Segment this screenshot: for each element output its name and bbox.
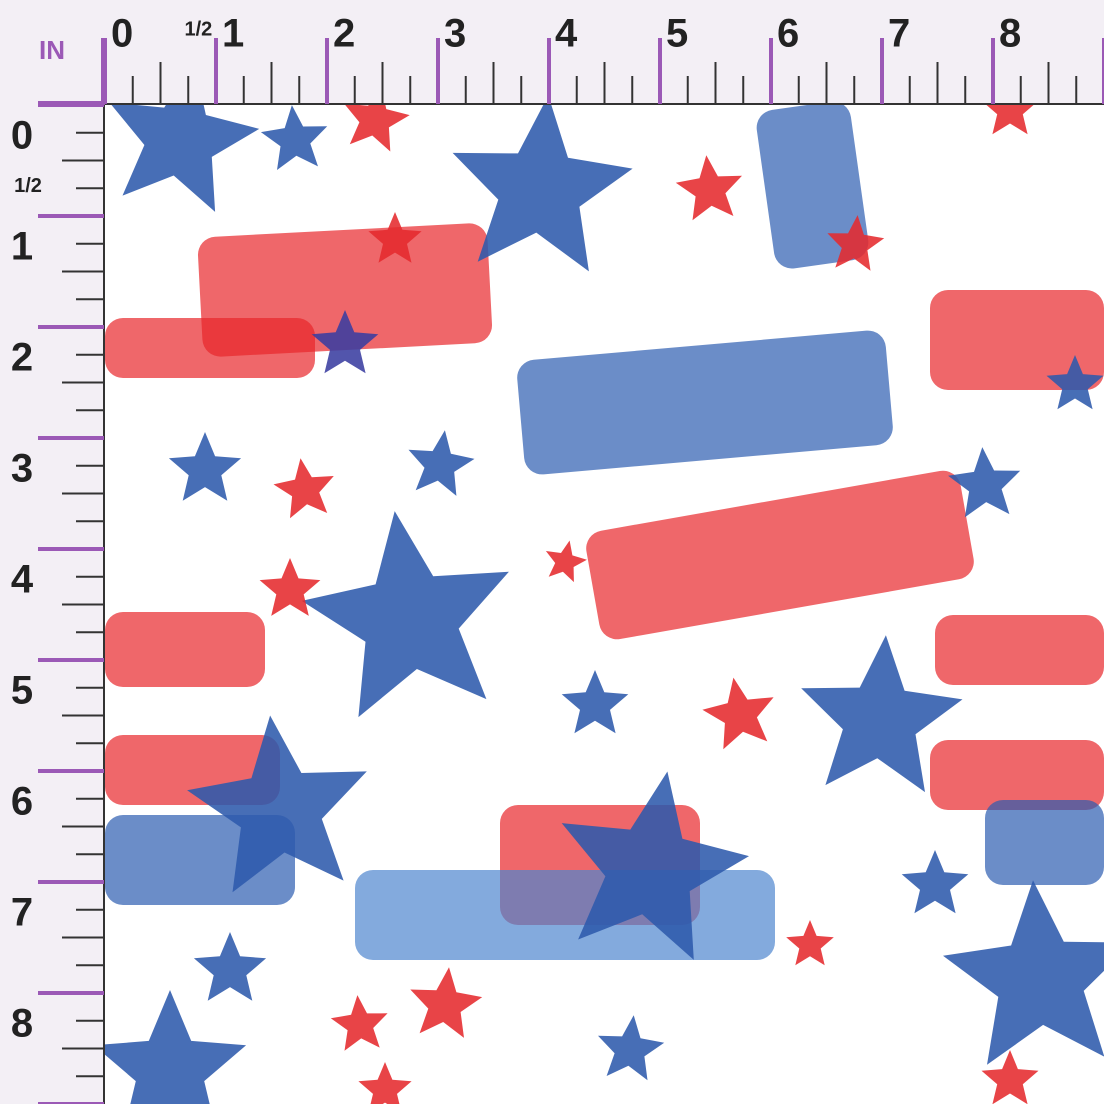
- brush-stroke: [517, 330, 893, 475]
- brush-stroke: [105, 318, 315, 378]
- star: [301, 511, 509, 718]
- star: [193, 932, 267, 1001]
- star: [598, 1015, 665, 1081]
- brush-stroke: [105, 612, 265, 687]
- star: [545, 540, 587, 583]
- star: [986, 105, 1034, 135]
- star: [311, 310, 379, 374]
- brush-stroke: [985, 800, 1104, 885]
- star: [675, 155, 742, 221]
- unit-label: IN: [39, 35, 65, 65]
- star: [105, 990, 247, 1104]
- left-ruler-label: 3: [11, 447, 33, 491]
- brush-stroke: [355, 870, 775, 960]
- star: [702, 677, 774, 750]
- ruler: IN 0 1/2 1 2 3 4 5 6 7 8 0 1/2 1 2 3 4 5 6 7 8: [11, 12, 1104, 1104]
- top-ruler-label: 3: [444, 12, 466, 56]
- star: [259, 558, 321, 616]
- top-ruler-label: 5: [666, 12, 688, 56]
- left-ruler-label: 1: [11, 225, 33, 269]
- left-ruler-label: 4: [11, 558, 34, 602]
- top-ruler-label: 8: [999, 12, 1021, 56]
- star: [948, 447, 1021, 518]
- star: [827, 215, 885, 271]
- star: [408, 430, 475, 496]
- star: [452, 105, 633, 272]
- top-ruler-label: 6: [777, 12, 799, 56]
- star: [260, 105, 328, 170]
- left-ruler-label: 8: [11, 1002, 33, 1046]
- top-ruler-label: 2: [333, 12, 355, 56]
- star: [561, 771, 749, 960]
- left-ruler-label: 0: [11, 114, 33, 158]
- star: [410, 967, 483, 1038]
- top-ruler-label: 1/2: [185, 18, 213, 40]
- star: [368, 212, 422, 263]
- fabric-pattern: [105, 105, 1104, 1104]
- star: [168, 432, 242, 501]
- left-ruler-label: 7: [11, 891, 33, 935]
- brush-stroke: [935, 615, 1104, 685]
- star: [786, 920, 834, 966]
- star: [943, 880, 1104, 1065]
- left-ruler-label: 5: [11, 669, 33, 713]
- star: [1046, 355, 1104, 410]
- left-ruler-label: 2: [11, 336, 33, 380]
- star: [801, 635, 963, 793]
- star: [187, 715, 367, 893]
- left-ruler-label: 1/2: [14, 175, 42, 197]
- brush-stroke: [756, 105, 869, 269]
- star: [345, 105, 410, 152]
- left-ruler-label: 6: [11, 780, 33, 824]
- top-ruler-label: 7: [888, 12, 910, 56]
- star: [273, 458, 334, 519]
- star: [111, 105, 260, 212]
- star: [981, 1050, 1039, 1104]
- brush-stroke: [930, 740, 1104, 810]
- star: [901, 850, 969, 914]
- top-ruler-label: 1: [222, 12, 244, 56]
- star: [330, 995, 388, 1051]
- brush-stroke: [586, 470, 974, 640]
- star: [358, 1062, 412, 1104]
- star: [561, 670, 629, 734]
- top-ruler-label: 4: [555, 12, 578, 56]
- brush-stroke: [930, 290, 1104, 390]
- top-ruler-label: 0: [111, 12, 133, 56]
